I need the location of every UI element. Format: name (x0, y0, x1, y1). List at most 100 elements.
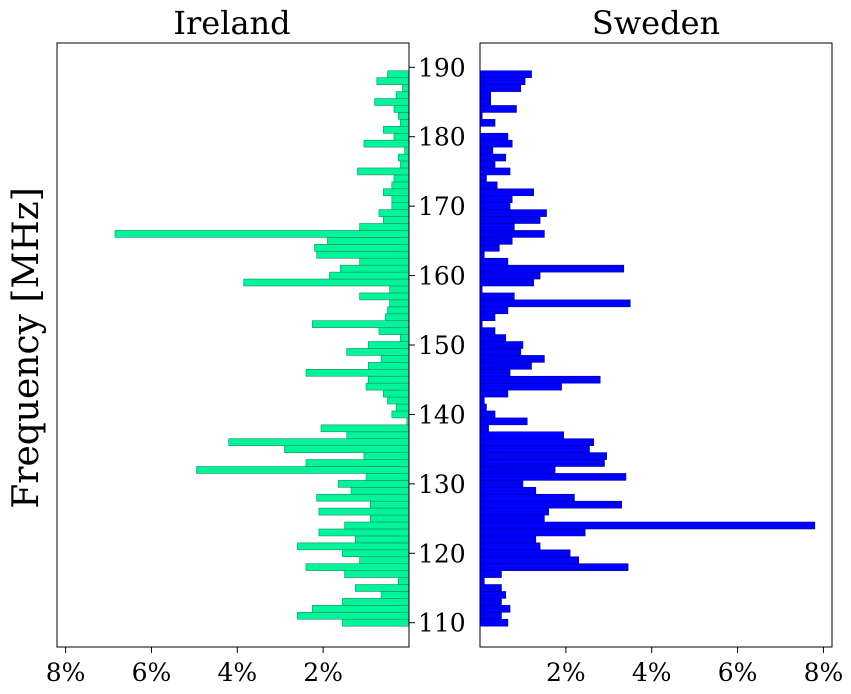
ireland-bar-110mhz (342, 618, 410, 627)
ireland-bar-128mhz (316, 493, 410, 502)
ireland-bar-183mhz (397, 112, 410, 120)
sweden-bar-114mhz (479, 591, 507, 599)
ireland-x-axis: 8% 6% 4% 2% (46, 647, 343, 687)
ireland-bar-132mhz (196, 466, 410, 474)
sweden-bar-185mhz (479, 98, 492, 106)
sweden-bar-189mhz (479, 70, 532, 79)
ireland-bar-146mhz (305, 368, 410, 377)
sweden-bar-130mhz (479, 480, 524, 488)
ireland-bar-136mhz (228, 438, 410, 446)
sweden-bar-142mhz (479, 396, 485, 405)
ireland-bar-152mhz (378, 327, 410, 335)
sweden-bar-171mhz (479, 195, 513, 203)
y-tick-label: 180 (418, 123, 466, 152)
ireland-bar-135mhz (284, 445, 410, 453)
sweden-bar-161mhz (479, 264, 625, 273)
ireland-bar-168mhz (382, 216, 410, 224)
y-tick-label: 140 (418, 400, 466, 429)
sweden-bar-110mhz (479, 618, 509, 627)
sweden-bar-144mhz (479, 382, 562, 391)
sweden-bar-172mhz (479, 188, 534, 197)
sweden-bar-164mhz (479, 244, 500, 252)
sweden-bar-152mhz (479, 327, 496, 335)
ireland-x-tick-label: 6% (132, 658, 172, 687)
ireland-bar-159mhz (243, 278, 410, 287)
sweden-bar-148mhz (479, 355, 545, 363)
y-tick-label: 120 (418, 539, 466, 568)
sweden-bar-160mhz (479, 271, 541, 280)
ireland-bar-175mhz (357, 167, 410, 176)
ireland-bar-143mhz (382, 389, 410, 398)
sweden-bar-126mhz (479, 507, 549, 516)
ireland-bar-125mhz (370, 514, 410, 523)
sweden-x-tick-label: 6% (718, 658, 758, 687)
ireland-bar-184mhz (393, 105, 410, 113)
ireland-bar-134mhz (363, 452, 410, 460)
sweden-bar-129mhz (479, 487, 537, 495)
ireland-bar-140mhz (391, 410, 410, 419)
sweden-bar-133mhz (479, 459, 605, 467)
sweden-panel-title: Sweden (592, 4, 720, 42)
sweden-bar-118mhz (479, 563, 629, 571)
sweden-bar-154mhz (479, 313, 496, 322)
ireland-bar-147mhz (367, 362, 410, 370)
ireland-bar-150mhz (367, 341, 410, 349)
ireland-bar-137mhz (346, 431, 410, 440)
sweden-bar-184mhz (479, 105, 517, 113)
sweden-bar-188mhz (479, 77, 526, 85)
ireland-bar-174mhz (393, 174, 410, 183)
sweden-bar-124mhz (479, 521, 816, 530)
sweden-bar-137mhz (479, 431, 565, 440)
sweden-bar-131mhz (479, 473, 627, 481)
sweden-bar-186mhz (479, 91, 492, 99)
sweden-bar-113mhz (479, 598, 502, 606)
ireland-bar-127mhz (370, 500, 410, 509)
sweden-bar-156mhz (479, 299, 631, 308)
ireland-bar-163mhz (316, 250, 410, 259)
sweden-bar-166mhz (479, 230, 545, 238)
sweden-bar-136mhz (479, 438, 595, 446)
ireland-bar-142mhz (387, 396, 410, 405)
sweden-bar-127mhz (479, 500, 622, 509)
ireland-bar-124mhz (344, 521, 410, 530)
sweden-bar-177mhz (479, 153, 507, 162)
sweden-bar-187mhz (479, 84, 522, 92)
ireland-bar-119mhz (359, 556, 410, 564)
sweden-bar-120mhz (479, 549, 571, 558)
ireland-bar-176mhz (400, 160, 410, 169)
y-tick-label: 130 (418, 470, 466, 499)
sweden-bar-163mhz (479, 250, 485, 259)
sweden-bar-119mhz (479, 556, 580, 564)
ireland-bar-126mhz (318, 507, 410, 516)
ireland-bar-130mhz (337, 480, 410, 488)
ireland-bar-188mhz (376, 77, 410, 85)
ireland-bar-158mhz (389, 285, 410, 294)
ireland-bar-117mhz (344, 570, 410, 578)
ireland-x-tick-label: 2% (303, 658, 343, 687)
ireland-bar-173mhz (391, 181, 410, 190)
ireland-bar-187mhz (402, 84, 410, 92)
sweden-bar-182mhz (479, 119, 496, 127)
sweden-x-tick-label: 4% (632, 658, 672, 687)
sweden-bar-139mhz (479, 417, 528, 426)
ireland-bar-131mhz (365, 473, 410, 481)
sweden-bar-116mhz (479, 577, 485, 585)
sweden-bar-173mhz (479, 181, 498, 190)
ireland-bar-181mhz (382, 126, 410, 134)
sweden-bar-179mhz (479, 139, 513, 148)
ireland-bar-153mhz (312, 320, 410, 328)
sweden-bars (479, 70, 816, 627)
ireland-bar-165mhz (327, 237, 410, 245)
sweden-bar-112mhz (479, 605, 511, 613)
ireland-bar-182mhz (400, 119, 410, 127)
ireland-bar-129mhz (350, 487, 410, 495)
ireland-bar-148mhz (380, 355, 410, 363)
sweden-bar-155mhz (479, 306, 509, 315)
sweden-bar-149mhz (479, 348, 522, 356)
sweden-bar-111mhz (479, 611, 502, 620)
sweden-bar-147mhz (479, 362, 532, 370)
ireland-bar-154mhz (385, 313, 410, 322)
ireland-bar-167mhz (359, 223, 410, 231)
ireland-bar-123mhz (318, 528, 410, 537)
ireland-bar-164mhz (314, 244, 410, 252)
